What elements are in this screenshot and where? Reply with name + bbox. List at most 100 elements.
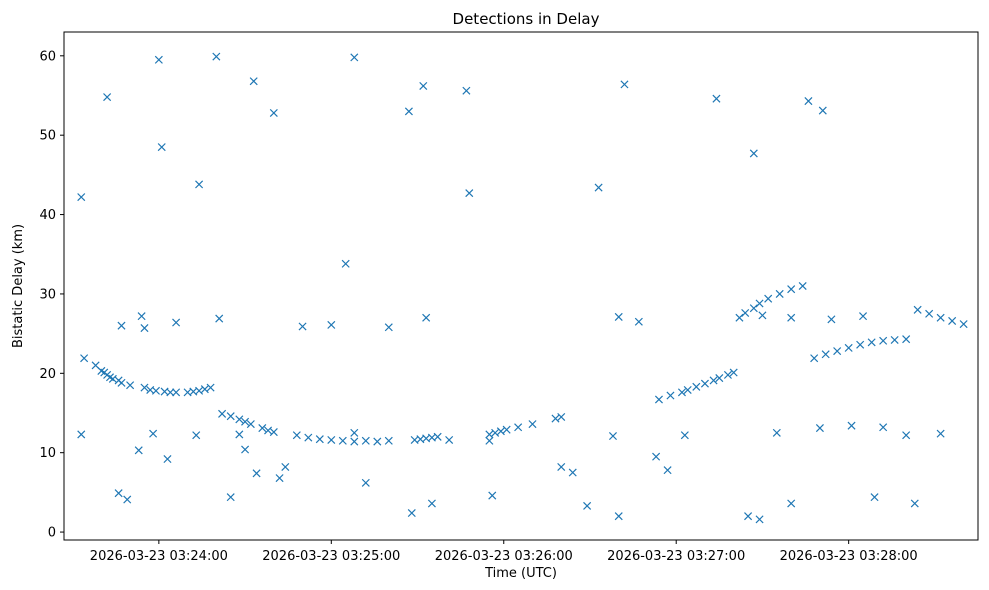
data-point [241,445,250,454]
data-point [859,312,868,321]
data-point [108,374,117,383]
data-point [551,414,560,423]
data-point [212,52,221,61]
data-point [154,55,163,64]
data-point [959,320,968,329]
data-point [275,474,284,483]
data-point [818,106,827,115]
x-tick-label: 2026-03-23 03:24:00 [90,549,228,564]
data-point [491,428,500,437]
data-point [258,424,267,433]
data-point [744,512,753,521]
data-point [666,391,675,400]
data-point [844,343,853,352]
data-point [315,435,324,444]
data-point [117,321,126,330]
data-point [485,430,494,439]
data-point [341,259,350,268]
data-point [77,193,86,202]
y-axis-title: Bistatic Delay (km) [11,224,26,348]
data-point [226,412,235,421]
data-point [804,97,813,106]
data-point [715,374,724,383]
data-point [680,431,689,440]
data-point [608,431,617,441]
data-point [172,318,181,327]
data-point [787,499,796,508]
data-point [137,312,146,321]
data-point [755,515,764,524]
x-tick-label: 2026-03-23 03:27:00 [607,549,745,564]
data-point [502,425,511,434]
data-point [361,436,370,445]
data-point [514,423,523,432]
data-point [568,468,577,477]
data-point [298,322,307,331]
data-point [215,314,224,323]
data-point [620,80,629,89]
data-point [465,189,474,198]
data-point [902,431,911,440]
data-point [281,462,290,471]
data-point [557,462,566,471]
data-point [712,94,721,103]
data-point [373,437,382,446]
y-tick-label: 50 [39,129,56,144]
data-point [361,478,370,487]
data-point [462,86,471,95]
data-point [775,289,784,298]
data-point [485,436,494,445]
data-point [126,381,135,390]
y-tick-label: 20 [39,367,56,382]
data-point [870,493,879,502]
data-point [327,320,336,329]
data-point [172,388,181,397]
data-point [149,429,158,438]
data-point [890,335,899,344]
data-point [246,420,255,429]
data-point [433,432,442,441]
y-tick-label: 60 [39,49,56,64]
plot-frame [63,31,979,541]
x-tick-label: 2026-03-23 03:25:00 [262,549,400,564]
data-point [80,354,89,363]
data-point [419,81,428,90]
data-point [235,415,244,424]
data-point [867,338,876,347]
data-point [709,376,718,385]
data-point [445,435,454,445]
y-tick-label: 40 [39,208,56,223]
data-point [758,311,767,320]
data-point [384,436,393,445]
data-point [140,324,149,333]
data-point [634,317,643,326]
data-point [488,491,497,500]
data-point [327,435,336,445]
data-point [123,495,132,504]
data-point [936,313,945,322]
data-point [764,294,773,303]
data-point [821,350,830,359]
data-point [583,501,592,510]
data-point [614,512,623,521]
data-point [218,409,227,418]
data-point [338,436,347,445]
data-point [151,386,160,395]
data-point [404,107,413,116]
data-point [350,53,359,62]
x-axis: 2026-03-23 03:24:00 2026-03-23 03:25:00 20… [90,540,918,564]
y-tick-label: 0 [48,526,56,541]
data-point [652,452,661,461]
y-tick-label: 30 [39,287,56,302]
data-point [683,385,692,395]
data-point [292,431,301,440]
data-point [304,433,313,442]
data-point [729,368,738,377]
data-point [787,285,796,294]
data-point [350,437,359,446]
data-point [833,347,842,356]
x-tick-label: 2026-03-23 03:28:00 [780,549,918,564]
data-point [879,336,888,345]
chart-title: Detections in Delay [453,10,600,28]
data-point [827,315,836,324]
